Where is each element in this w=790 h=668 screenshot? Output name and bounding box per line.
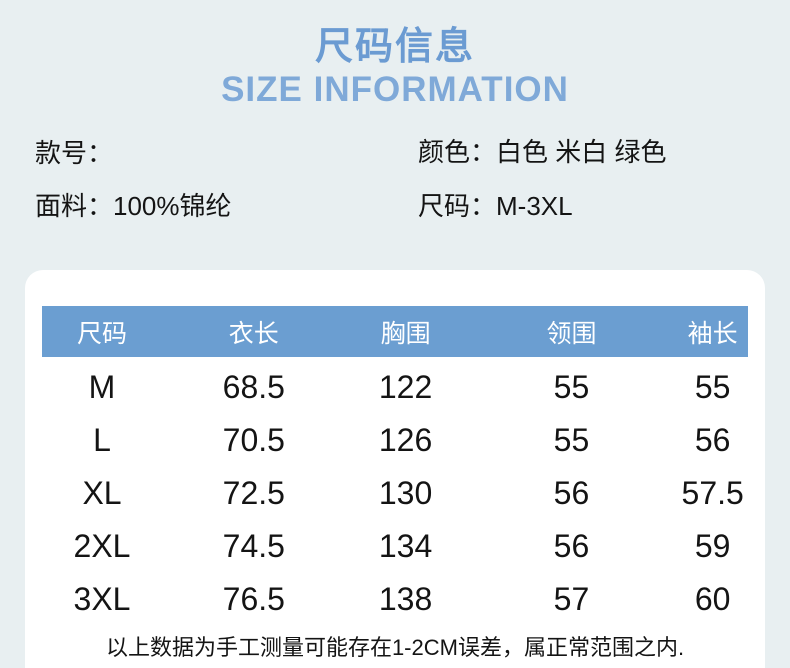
column-header: 衣长 bbox=[228, 319, 279, 348]
fabric-value: 100%锦纶 bbox=[113, 191, 232, 221]
size-range-line: 尺码：M-3XL bbox=[418, 191, 573, 221]
table-cell: M bbox=[88, 369, 116, 405]
table-cell: 57 bbox=[553, 581, 590, 617]
table-cell: 57.5 bbox=[681, 475, 744, 511]
table-row: 3XL 76.5 138 57 60 bbox=[42, 573, 748, 626]
column-header: 领围 bbox=[546, 319, 597, 348]
color-value: 白色 米白 绿色 bbox=[496, 137, 667, 167]
table-cell: XL bbox=[82, 475, 122, 511]
table-cell: 72.5 bbox=[222, 475, 285, 511]
table-cell: L bbox=[93, 422, 111, 458]
table-row: L 70.5 126 55 56 bbox=[42, 414, 748, 467]
table-cell: 68.5 bbox=[222, 369, 285, 405]
table-cell: 60 bbox=[694, 581, 731, 617]
size-range-value: M-3XL bbox=[496, 191, 573, 221]
table-cell: 3XL bbox=[73, 581, 131, 617]
table-cell: 74.5 bbox=[222, 528, 285, 564]
table-cell: 56 bbox=[694, 422, 731, 458]
table-cell: 122 bbox=[378, 369, 433, 405]
table-cell: 130 bbox=[378, 475, 433, 511]
color-label: 颜色： bbox=[418, 137, 497, 167]
table-row: 2XL 74.5 134 56 59 bbox=[42, 520, 748, 573]
fabric-line: 面料：100%锦纶 bbox=[35, 191, 232, 221]
column-header: 袖长 bbox=[687, 319, 738, 348]
page-title-chinese: 尺码信息 bbox=[314, 26, 475, 68]
table-cell: 55 bbox=[553, 369, 590, 405]
size-chart-card: 尺码 衣长 胸围 领围 袖长 M 68.5 122 55 55 L 70.5 126 55 56 XL 72.… bbox=[25, 270, 765, 668]
size-table: 尺码 衣长 胸围 领围 袖长 M 68.5 122 55 55 L 70.5 126 55 56 XL 72.… bbox=[42, 306, 748, 626]
table-cell: 126 bbox=[378, 422, 433, 458]
table-row: XL 72.5 130 56 57.5 bbox=[42, 467, 748, 520]
table-cell: 70.5 bbox=[222, 422, 285, 458]
column-header: 胸围 bbox=[380, 319, 431, 348]
page-title-english: SIZE INFORMATION bbox=[221, 70, 569, 109]
measurement-disclaimer: 以上数据为手工测量可能存在1-2CM误差，属正常范围之内. bbox=[105, 635, 685, 660]
table-cell: 55 bbox=[694, 369, 731, 405]
table-cell: 134 bbox=[378, 528, 433, 564]
table-cell: 56 bbox=[553, 475, 590, 511]
fabric-label: 面料： bbox=[35, 191, 114, 221]
table-cell: 59 bbox=[694, 528, 731, 564]
model-number-label: 款号： bbox=[35, 138, 114, 168]
size-range-label: 尺码： bbox=[418, 191, 497, 221]
table-cell: 76.5 bbox=[222, 581, 285, 617]
table-row: M 68.5 122 55 55 bbox=[42, 361, 748, 414]
table-cell: 138 bbox=[378, 581, 433, 617]
model-number-line: 款号： bbox=[35, 138, 113, 168]
size-table-body: M 68.5 122 55 55 L 70.5 126 55 56 XL 72.5 130 56 57.5 2… bbox=[42, 361, 748, 626]
color-line: 颜色：白色 米白 绿色 bbox=[418, 137, 666, 167]
table-cell: 55 bbox=[553, 422, 590, 458]
size-table-header: 尺码 衣长 胸围 领围 袖长 bbox=[42, 306, 748, 357]
column-header: 尺码 bbox=[77, 319, 128, 348]
table-cell: 2XL bbox=[73, 528, 131, 564]
table-cell: 56 bbox=[553, 528, 590, 564]
